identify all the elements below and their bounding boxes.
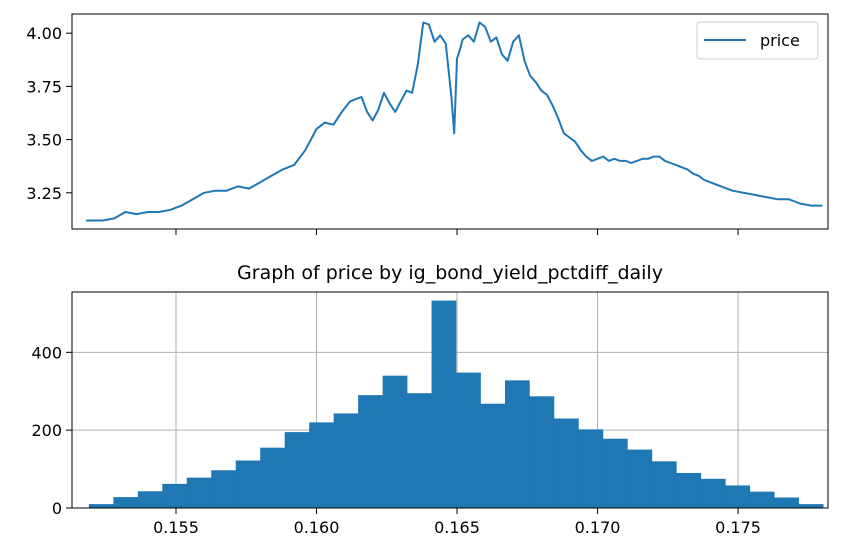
histogram-bar bbox=[749, 491, 775, 508]
legend-label-price: price bbox=[760, 31, 800, 50]
top-y-tick-label: 3.25 bbox=[26, 184, 62, 203]
histogram-bar bbox=[700, 478, 726, 508]
bottom-x-tick-label: 0.175 bbox=[715, 518, 761, 537]
top-y-tick-label: 3.75 bbox=[26, 77, 62, 96]
legend: price bbox=[696, 21, 819, 60]
histogram-bar bbox=[676, 472, 702, 508]
histogram-bar bbox=[602, 438, 628, 508]
histogram-bar bbox=[137, 491, 163, 508]
bottom-y-ticks: 0 200 400 bbox=[31, 343, 72, 518]
histogram-bar bbox=[382, 375, 408, 508]
price-line bbox=[86, 21, 823, 222]
bottom-axes-frame bbox=[71, 291, 829, 509]
bottom-x-ticks: 0.155 0.160 0.165 0.170 0.175 bbox=[153, 508, 761, 537]
histogram-bar bbox=[651, 461, 677, 508]
bottom-x-tick-label: 0.160 bbox=[294, 518, 340, 537]
histogram-bar bbox=[798, 504, 824, 508]
top-y-ticks: 3.25 3.50 3.75 4.00 bbox=[26, 24, 72, 203]
histogram-bar bbox=[578, 429, 604, 508]
top-y-tick-label: 3.50 bbox=[26, 131, 62, 150]
histogram-bar bbox=[211, 470, 237, 508]
histogram-bar bbox=[309, 422, 334, 508]
top-x-ticks bbox=[175, 229, 739, 235]
histogram-bar bbox=[553, 418, 579, 508]
top-axes-frame bbox=[71, 13, 829, 230]
histogram-bar bbox=[505, 380, 530, 508]
histogram-bar bbox=[88, 504, 114, 508]
histogram-bar bbox=[431, 300, 457, 508]
histogram-bar bbox=[162, 483, 188, 508]
top-y-tick-label: 4.00 bbox=[26, 24, 62, 43]
histogram-bar bbox=[235, 460, 261, 508]
histogram-bars bbox=[88, 300, 824, 508]
histogram-bar bbox=[627, 449, 653, 508]
histogram-bar bbox=[358, 395, 383, 508]
bottom-y-tick-label: 0 bbox=[52, 499, 62, 518]
bottom-x-tick-label: 0.155 bbox=[153, 518, 199, 537]
bottom-x-tick-label: 0.165 bbox=[434, 518, 480, 537]
histogram-bar bbox=[725, 485, 751, 508]
histogram-bar bbox=[333, 413, 359, 508]
legend-box bbox=[696, 21, 819, 60]
histogram-bar bbox=[456, 372, 481, 508]
bottom-x-tick-label: 0.170 bbox=[575, 518, 621, 537]
histogram-bar bbox=[774, 497, 800, 508]
histogram-bar bbox=[529, 396, 555, 508]
histogram-bar bbox=[407, 393, 432, 508]
price-line-plot: 3.25 3.50 3.75 4.00 price bbox=[26, 13, 829, 235]
bottom-y-tick-label: 400 bbox=[31, 343, 62, 362]
histogram-plot: Graph of price by ig_bond_yield_pctdiff_… bbox=[31, 262, 829, 537]
price-series bbox=[86, 21, 823, 222]
histogram-bar bbox=[480, 403, 506, 508]
histogram-bar bbox=[186, 477, 212, 508]
histogram-bar bbox=[113, 497, 139, 508]
histogram-title: Graph of price by ig_bond_yield_pctdiff_… bbox=[237, 262, 663, 284]
histogram-bar bbox=[284, 432, 310, 508]
histogram-bar bbox=[260, 447, 285, 508]
bottom-y-tick-label: 200 bbox=[31, 421, 62, 440]
